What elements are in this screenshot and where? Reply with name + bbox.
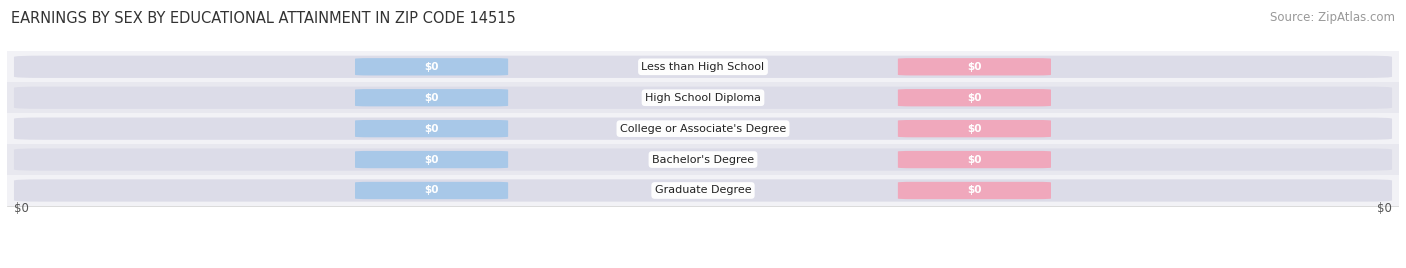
Text: Source: ZipAtlas.com: Source: ZipAtlas.com — [1270, 11, 1395, 24]
Text: $0: $0 — [425, 185, 439, 195]
FancyBboxPatch shape — [898, 151, 1052, 168]
FancyBboxPatch shape — [354, 89, 508, 106]
Bar — [7, 113, 1399, 144]
Text: $0: $0 — [967, 185, 981, 195]
FancyBboxPatch shape — [354, 151, 508, 168]
Text: $0: $0 — [967, 62, 981, 72]
Text: $0: $0 — [425, 124, 439, 134]
Text: EARNINGS BY SEX BY EDUCATIONAL ATTAINMENT IN ZIP CODE 14515: EARNINGS BY SEX BY EDUCATIONAL ATTAINMEN… — [11, 11, 516, 26]
FancyBboxPatch shape — [14, 56, 1392, 78]
FancyBboxPatch shape — [898, 182, 1052, 199]
Text: $0: $0 — [425, 62, 439, 72]
FancyBboxPatch shape — [14, 87, 1392, 109]
Text: Less than High School: Less than High School — [641, 62, 765, 72]
Text: $0: $0 — [1376, 202, 1392, 215]
Text: $0: $0 — [425, 155, 439, 165]
FancyBboxPatch shape — [898, 120, 1052, 137]
FancyBboxPatch shape — [898, 58, 1052, 76]
Bar — [7, 82, 1399, 113]
Bar — [7, 51, 1399, 82]
Text: $0: $0 — [14, 202, 30, 215]
FancyBboxPatch shape — [14, 179, 1392, 202]
Text: College or Associate's Degree: College or Associate's Degree — [620, 124, 786, 134]
Text: High School Diploma: High School Diploma — [645, 93, 761, 103]
FancyBboxPatch shape — [14, 148, 1392, 171]
Text: Graduate Degree: Graduate Degree — [655, 185, 751, 195]
FancyBboxPatch shape — [354, 182, 508, 199]
Bar — [7, 144, 1399, 175]
FancyBboxPatch shape — [354, 58, 508, 76]
Text: $0: $0 — [967, 124, 981, 134]
Text: Bachelor's Degree: Bachelor's Degree — [652, 155, 754, 165]
FancyBboxPatch shape — [14, 117, 1392, 140]
FancyBboxPatch shape — [898, 89, 1052, 106]
Text: $0: $0 — [967, 93, 981, 103]
Bar — [7, 175, 1399, 206]
Text: $0: $0 — [967, 155, 981, 165]
FancyBboxPatch shape — [354, 120, 508, 137]
Text: $0: $0 — [425, 93, 439, 103]
